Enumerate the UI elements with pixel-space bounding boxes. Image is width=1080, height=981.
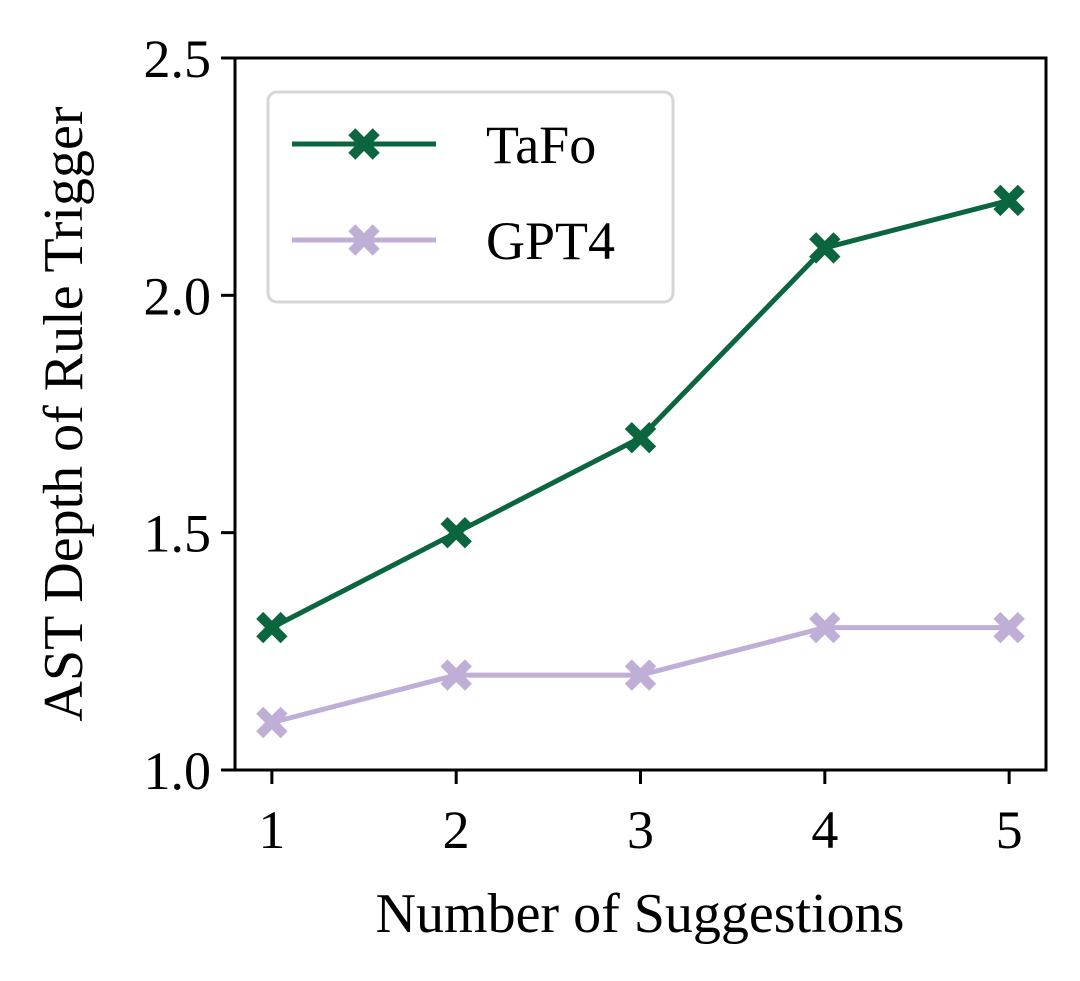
data-point-tafo: [993, 184, 1025, 217]
legend: TaFo GPT4: [266, 90, 675, 304]
y-tick-label: 2.0: [144, 266, 212, 326]
x-tick-label: 3: [627, 800, 654, 860]
x-axis: 1 2 3 4 5: [258, 770, 1023, 860]
y-tick-label: 1.0: [144, 741, 212, 801]
x-tick-label: 2: [443, 800, 470, 860]
data-point-tafo: [624, 421, 657, 454]
data-point-gpt4: [809, 611, 841, 644]
legend-label-tafo: TaFo: [486, 115, 596, 175]
x-tick-label: 5: [996, 800, 1023, 860]
series-layer: [256, 184, 1025, 739]
x-axis-title: Number of Suggestions: [376, 883, 905, 945]
data-point-gpt4: [993, 611, 1025, 644]
y-tick-label: 2.5: [144, 29, 212, 89]
x-tick-label: 4: [811, 800, 838, 860]
legend-marker-gpt4: [348, 224, 380, 256]
x-tick-label: 1: [258, 800, 285, 860]
data-point-gpt4: [440, 659, 472, 691]
data-point-tafo: [440, 516, 472, 549]
data-point-gpt4: [256, 706, 288, 739]
y-tick-label: 1.5: [144, 504, 212, 564]
legend-label-gpt4: GPT4: [486, 211, 615, 271]
legend-marker-tafo: [348, 128, 380, 160]
y-axis: 1.0 1.5 2.0 2.5: [144, 29, 235, 801]
y-axis-title: AST Depth of Rule Trigger: [33, 106, 95, 721]
data-point-tafo: [809, 232, 841, 264]
data-point-gpt4: [624, 659, 657, 691]
data-point-tafo: [256, 611, 288, 644]
